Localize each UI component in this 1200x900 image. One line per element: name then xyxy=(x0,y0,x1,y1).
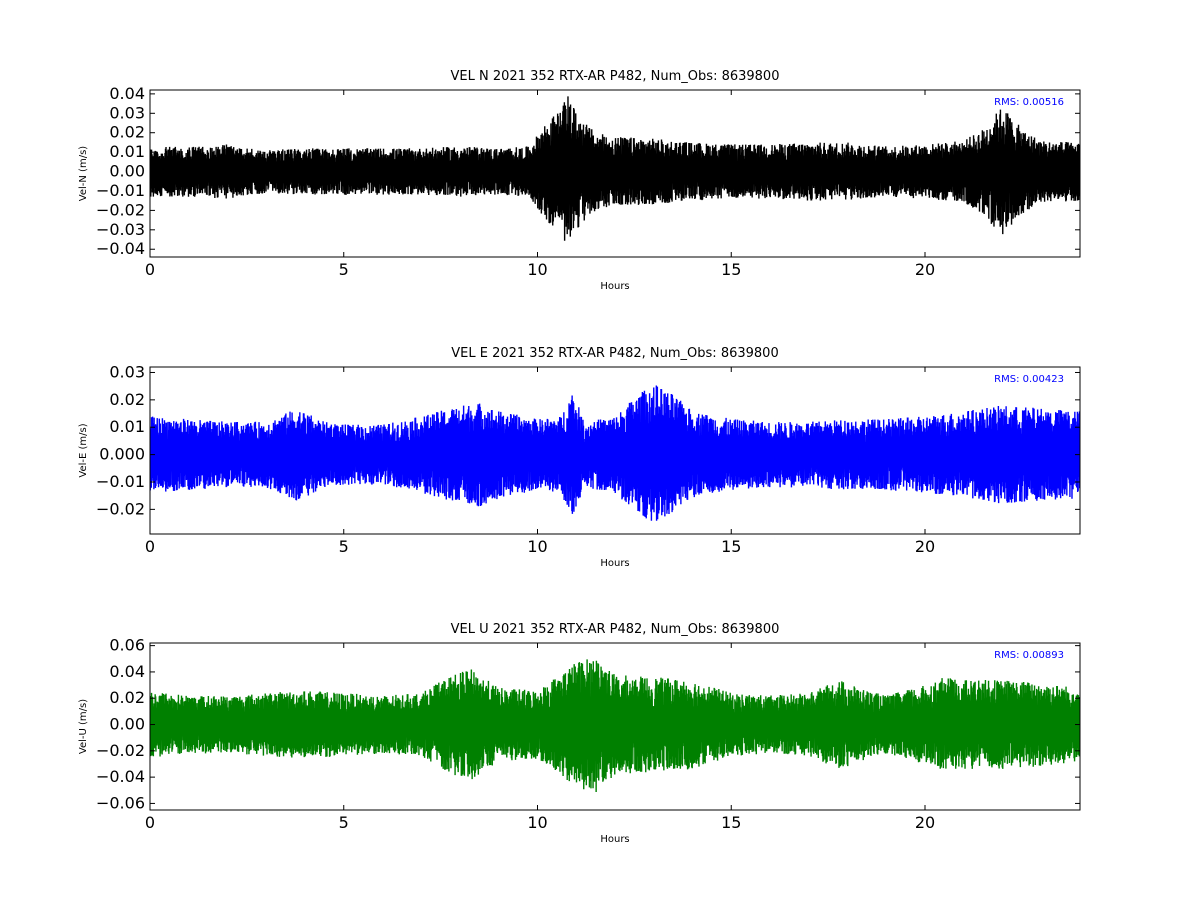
x-tick-label: 10 xyxy=(527,537,547,556)
y-tick-label: −0.06 xyxy=(96,793,145,812)
panel-east: VEL E 2021 352 RTX-AR P482, Num_Obs: 863… xyxy=(78,346,1081,569)
x-tick-label: 0 xyxy=(145,537,155,556)
series-trace-north xyxy=(150,96,1080,241)
y-tick-label: 0.06 xyxy=(109,636,145,655)
y-tick-label: −0.01 xyxy=(96,472,145,491)
x-tick-label: 0 xyxy=(145,813,155,832)
x-tick-label: 5 xyxy=(339,260,349,279)
y-tick-label: 0.02 xyxy=(109,123,145,142)
x-tick-label: 15 xyxy=(721,260,741,279)
x-tick-label: 5 xyxy=(339,813,349,832)
chart-title: VEL U 2021 352 RTX-AR P482, Num_Obs: 863… xyxy=(451,622,780,637)
y-tick-label: 0.03 xyxy=(109,362,145,381)
x-tick-label: 5 xyxy=(339,537,349,556)
y-tick-label: 0.01 xyxy=(109,417,145,436)
y-tick-label: 0.04 xyxy=(109,662,145,681)
chart-title: VEL E 2021 352 RTX-AR P482, Num_Obs: 863… xyxy=(451,346,778,361)
y-tick-label: 0.02 xyxy=(109,688,145,707)
y-tick-label: 0.03 xyxy=(109,103,145,122)
y-tick-label: 0.00 xyxy=(109,715,145,734)
y-tick-label: −0.02 xyxy=(96,741,145,760)
y-tick-label: −0.01 xyxy=(96,181,145,200)
y-tick-label: 0.02 xyxy=(109,390,145,409)
rms-annotation: RMS: 0.00516 xyxy=(994,97,1064,108)
x-axis-label: Hours xyxy=(600,558,629,569)
x-tick-label: 0 xyxy=(145,260,155,279)
y-tick-label: −0.02 xyxy=(96,200,145,219)
series-trace-up xyxy=(150,659,1080,792)
x-tick-label: 20 xyxy=(915,260,935,279)
x-tick-label: 15 xyxy=(721,537,741,556)
x-tick-label: 10 xyxy=(527,813,547,832)
x-tick-label: 15 xyxy=(721,813,741,832)
rms-annotation: RMS: 0.00423 xyxy=(994,374,1064,385)
axes-frame xyxy=(149,89,1081,258)
panel-north: VEL N 2021 352 RTX-AR P482, Num_Obs: 863… xyxy=(78,69,1081,292)
chart-title: VEL N 2021 352 RTX-AR P482, Num_Obs: 863… xyxy=(451,69,780,84)
y-tick-label: −0.04 xyxy=(96,767,145,786)
axes-frame xyxy=(149,642,1081,811)
x-axis-label: Hours xyxy=(600,834,629,845)
y-tick-label: 0.00 xyxy=(109,162,145,181)
y-tick-label: 0.04 xyxy=(109,84,145,103)
x-axis-label: Hours xyxy=(600,281,629,292)
y-tick-label: 0.01 xyxy=(109,142,145,161)
y-tick-label: −0.04 xyxy=(96,239,145,258)
x-tick-label: 20 xyxy=(915,537,935,556)
panel-up: VEL U 2021 352 RTX-AR P482, Num_Obs: 863… xyxy=(78,622,1081,845)
y-tick-label: −0.03 xyxy=(96,220,145,239)
y-axis-label: Vel-E (m/s) xyxy=(78,423,89,477)
rms-annotation: RMS: 0.00893 xyxy=(994,650,1064,661)
y-tick-label: −0.02 xyxy=(96,499,145,518)
series-trace-east xyxy=(150,385,1080,521)
axes-frame xyxy=(149,366,1081,535)
y-axis-label: Vel-U (m/s) xyxy=(78,699,89,754)
x-tick-label: 20 xyxy=(915,813,935,832)
y-tick-label: 0.000 xyxy=(99,445,145,464)
y-axis-label: Vel-N (m/s) xyxy=(78,146,89,201)
x-tick-label: 10 xyxy=(527,260,547,279)
